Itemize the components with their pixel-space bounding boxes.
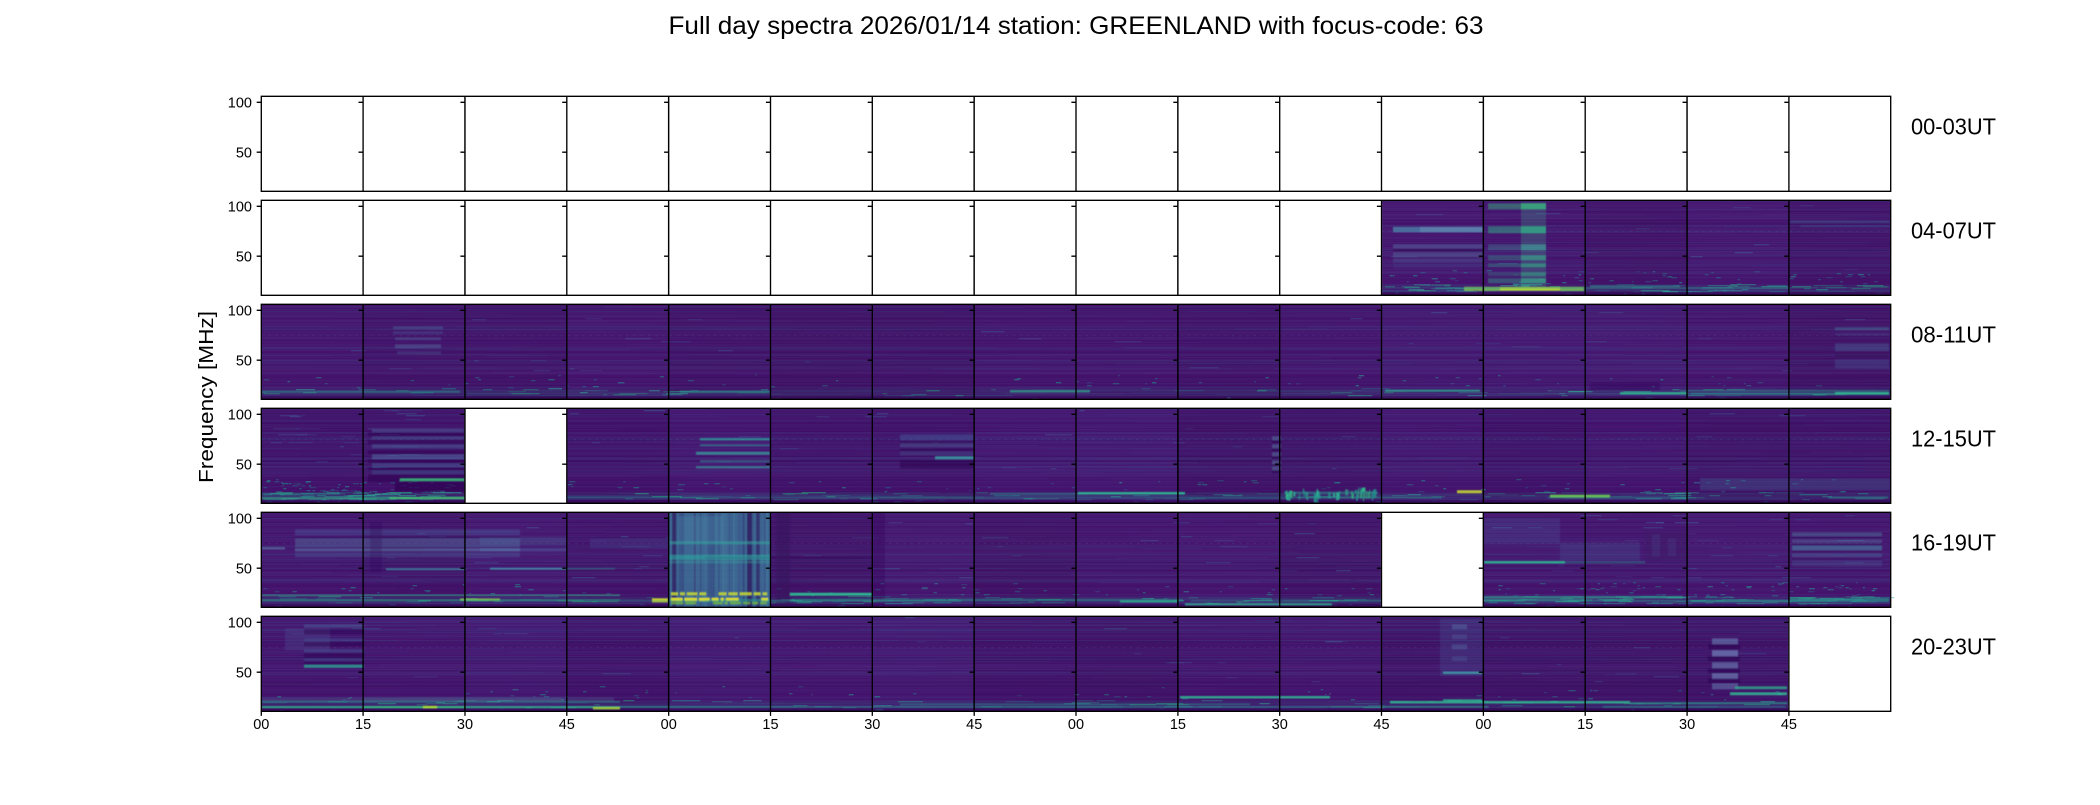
svg-text:100: 100 [228, 408, 252, 424]
svg-text:30: 30 [1679, 717, 1695, 733]
svg-text:00: 00 [1475, 717, 1491, 733]
svg-text:30: 30 [457, 717, 473, 733]
svg-text:45: 45 [1373, 717, 1389, 733]
svg-text:100: 100 [228, 96, 252, 112]
svg-text:08-11UT: 08-11UT [1911, 321, 1996, 347]
svg-text:50: 50 [236, 145, 252, 161]
svg-text:04-07UT: 04-07UT [1911, 217, 1996, 243]
svg-text:00: 00 [1068, 717, 1084, 733]
svg-text:16-19UT: 16-19UT [1911, 529, 1996, 555]
svg-text:45: 45 [1781, 717, 1797, 733]
svg-text:15: 15 [1170, 717, 1186, 733]
svg-text:50: 50 [236, 249, 252, 265]
svg-text:100: 100 [228, 512, 252, 528]
svg-text:100: 100 [228, 616, 252, 632]
svg-text:30: 30 [1272, 717, 1288, 733]
svg-text:20-23UT: 20-23UT [1911, 633, 1996, 659]
svg-text:00-03UT: 00-03UT [1911, 113, 1996, 139]
svg-text:50: 50 [236, 457, 252, 473]
svg-text:15: 15 [1577, 717, 1593, 733]
svg-text:00: 00 [661, 717, 677, 733]
svg-text:100: 100 [228, 304, 252, 320]
svg-text:45: 45 [559, 717, 575, 733]
svg-text:00: 00 [253, 717, 269, 733]
svg-text:12-15UT: 12-15UT [1911, 425, 1996, 451]
svg-text:45: 45 [966, 717, 982, 733]
svg-text:15: 15 [762, 717, 778, 733]
svg-text:30: 30 [864, 717, 880, 733]
svg-text:50: 50 [236, 665, 252, 681]
svg-text:100: 100 [228, 200, 252, 216]
svg-text:50: 50 [236, 353, 252, 369]
svg-text:Frequency [MHz]: Frequency [MHz] [195, 311, 218, 483]
svg-text:15: 15 [355, 717, 371, 733]
svg-text:Full day spectra 2026/01/14 st: Full day spectra 2026/01/14 station: GRE… [669, 12, 1484, 40]
svg-text:50: 50 [236, 561, 252, 577]
